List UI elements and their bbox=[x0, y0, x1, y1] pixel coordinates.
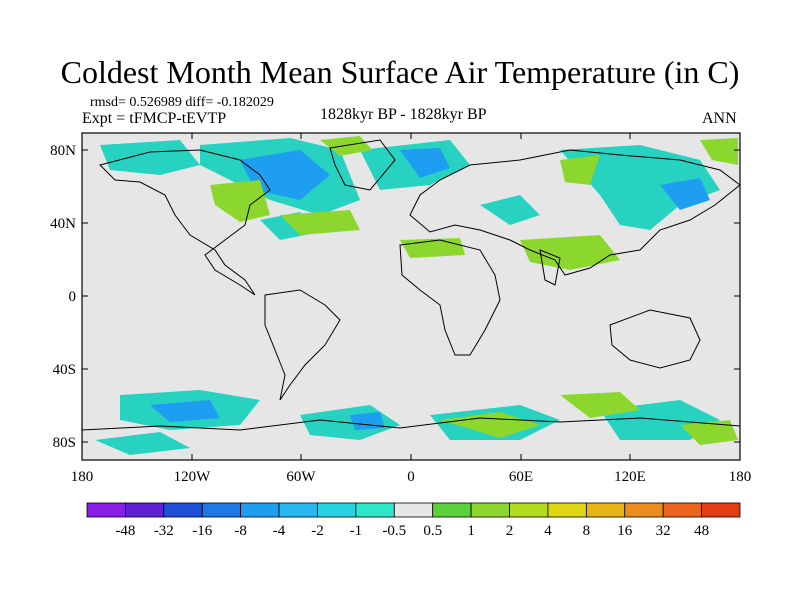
colorbar-swatch bbox=[86, 502, 126, 518]
colorbar-swatch bbox=[624, 502, 664, 518]
period-label: 1828kyr BP - 1828kyr BP bbox=[320, 106, 487, 123]
colorbar-swatch bbox=[701, 502, 741, 518]
colorbar-swatch bbox=[432, 502, 472, 518]
experiment-label: Expt = tFMCP-tEVTP bbox=[82, 110, 227, 127]
colorbar-swatch bbox=[278, 502, 318, 518]
y-tick-label: 40S bbox=[53, 362, 76, 378]
stats-label: rmsd= 0.526989 diff= -0.182029 bbox=[90, 95, 274, 110]
coastlines bbox=[81, 139, 741, 431]
colorbar-label: 1 bbox=[467, 523, 475, 539]
y-tick-label: 80N bbox=[50, 143, 76, 159]
y-tick-label: 40N bbox=[50, 216, 76, 232]
colorbar-swatch bbox=[547, 502, 587, 518]
colorbar-swatch bbox=[163, 502, 203, 518]
colorbar-label: -1 bbox=[350, 523, 363, 539]
temperature-field bbox=[82, 133, 740, 460]
map-title: Coldest Month Mean Surface Air Temperatu… bbox=[60, 54, 740, 90]
colorbar-label: -16 bbox=[192, 523, 212, 539]
colorbar-label: -0.5 bbox=[382, 523, 406, 539]
colorbar-label: 16 bbox=[617, 523, 633, 539]
x-tick-label: 60W bbox=[286, 469, 316, 485]
season-label: ANN bbox=[702, 110, 737, 127]
x-tick-label: 60E bbox=[509, 469, 533, 485]
colorbar-swatch bbox=[470, 502, 510, 518]
colorbar-labels: -48 -32 -16 -8 -4 -2 -1 -0.5 0.5 1 2 4 8 16 32 48 bbox=[115, 523, 709, 539]
x-tick-label: 0 bbox=[407, 469, 415, 485]
colorbar-label: 8 bbox=[583, 523, 591, 539]
colorbar-label: -48 bbox=[115, 523, 135, 539]
colorbar-label: -2 bbox=[311, 523, 324, 539]
colorbar-swatch bbox=[317, 502, 357, 518]
colorbar-label: 4 bbox=[544, 523, 552, 539]
colorbar-label: 48 bbox=[694, 523, 709, 539]
y-tick-label: 0 bbox=[69, 289, 77, 305]
x-tick-label: 180 bbox=[71, 469, 94, 485]
colorbar bbox=[86, 502, 741, 518]
colorbar-swatch bbox=[201, 502, 242, 518]
colorbar-label: -32 bbox=[154, 523, 174, 539]
colorbar-swatch bbox=[585, 502, 626, 518]
y-tick-label: 80S bbox=[53, 435, 76, 451]
y-axis bbox=[82, 149, 740, 443]
colorbar-label: -8 bbox=[234, 523, 247, 539]
x-tick-label: 120E bbox=[614, 469, 646, 485]
colorbar-swatch bbox=[509, 502, 549, 518]
colorbar-swatch bbox=[393, 502, 434, 518]
colorbar-swatch bbox=[240, 502, 280, 518]
colorbar-label: 0.5 bbox=[423, 523, 442, 539]
colorbar-swatch bbox=[355, 502, 395, 518]
x-axis bbox=[81, 133, 741, 460]
x-tick-label: 120W bbox=[174, 469, 212, 485]
x-tick-label: 180 bbox=[729, 469, 752, 485]
colorbar-label: 32 bbox=[656, 523, 671, 539]
colorbar-swatch bbox=[125, 502, 165, 518]
colorbar-label: 2 bbox=[506, 523, 514, 539]
colorbar-label: -4 bbox=[273, 523, 286, 539]
colorbar-swatch bbox=[662, 502, 702, 518]
